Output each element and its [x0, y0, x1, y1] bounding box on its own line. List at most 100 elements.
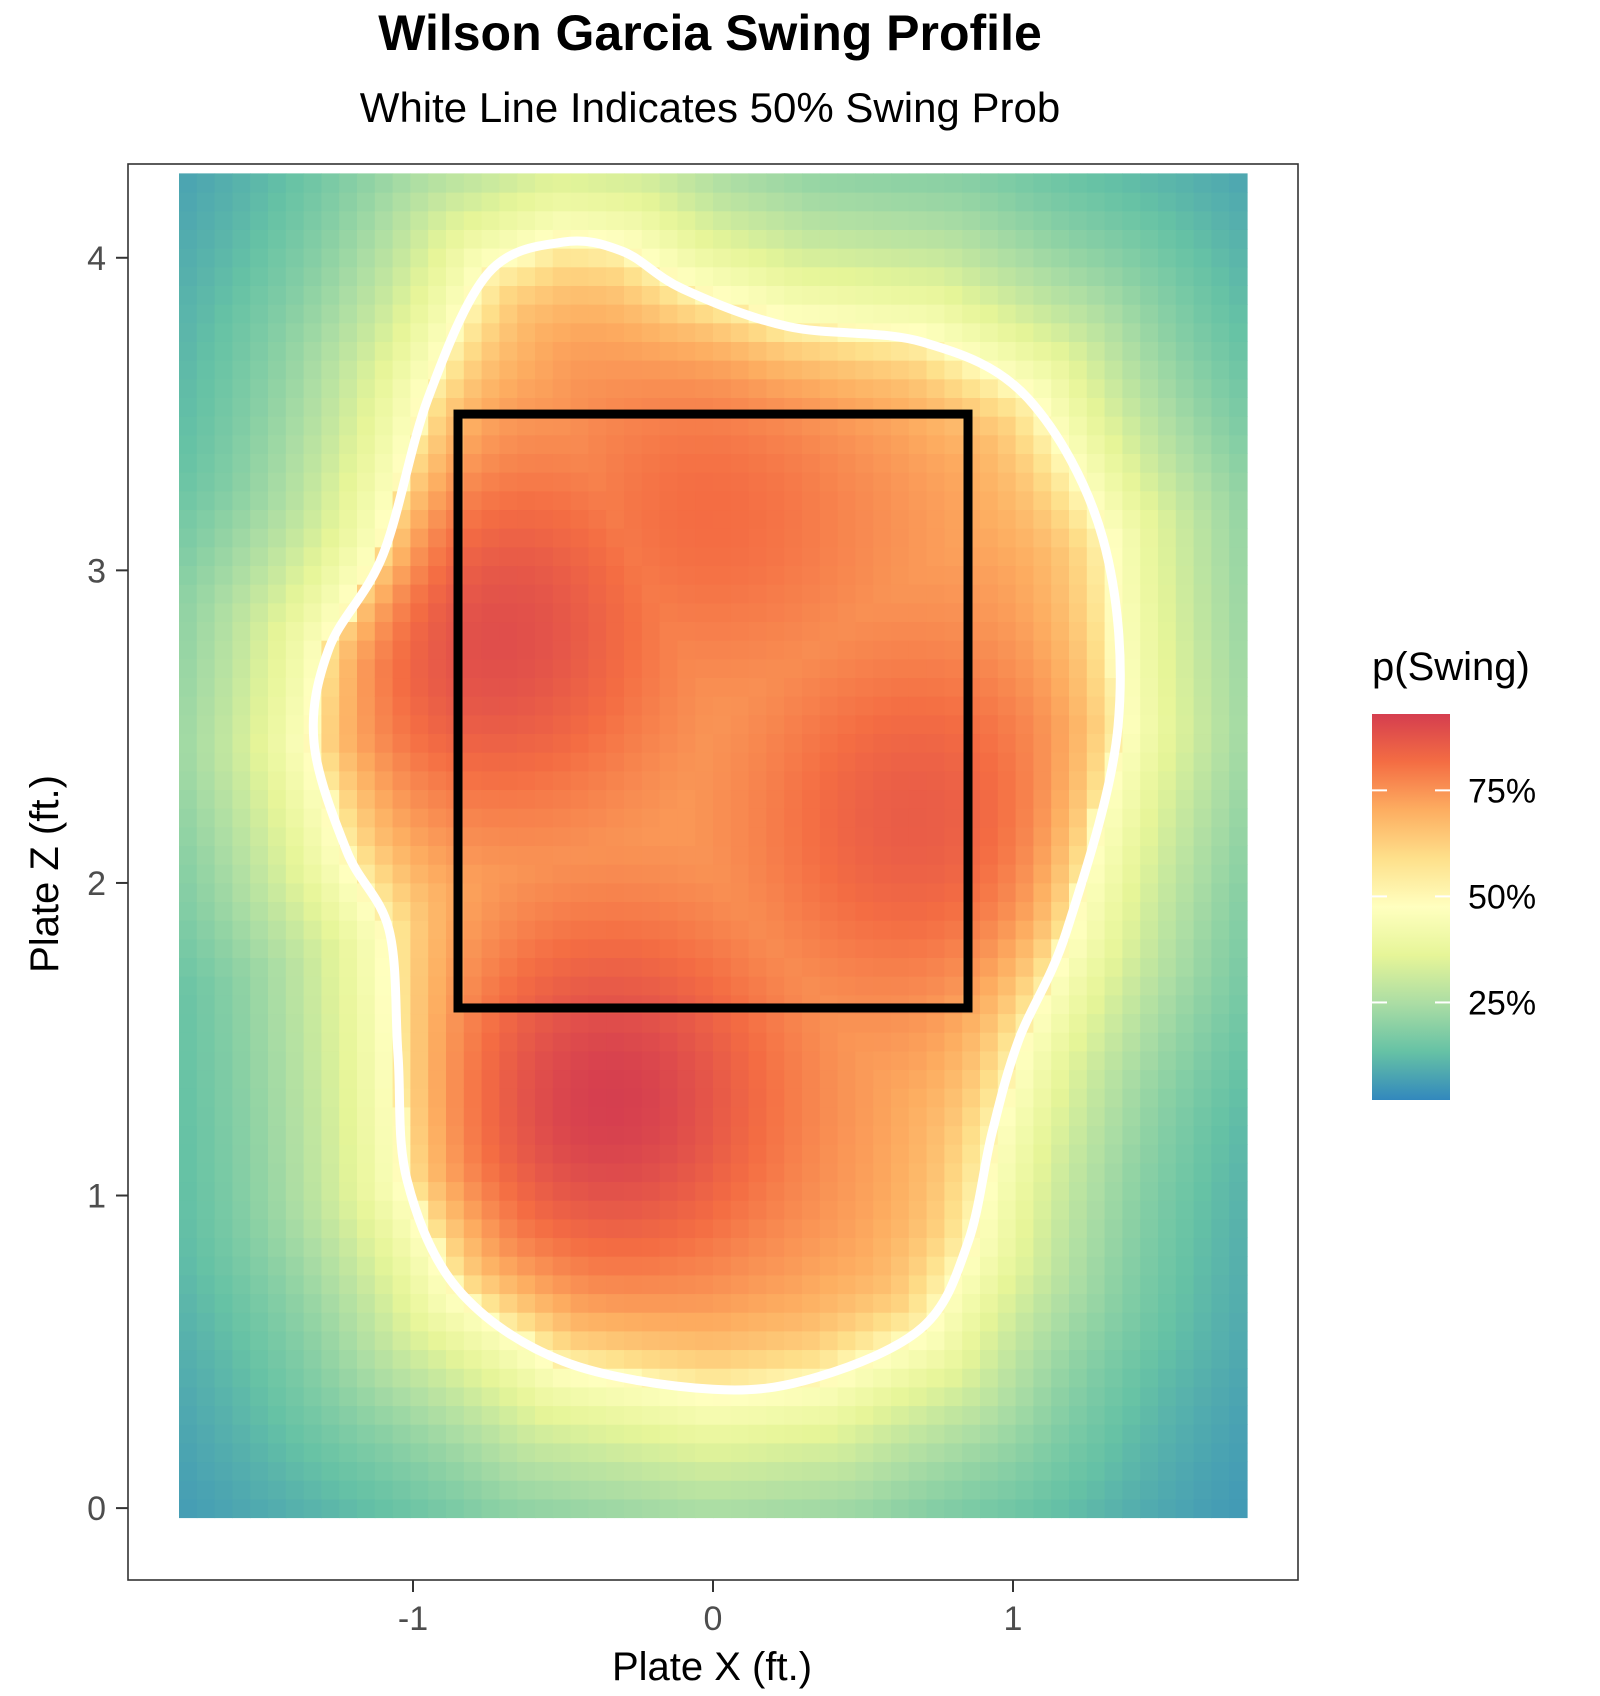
heatmap-cell	[944, 1013, 963, 1033]
heatmap-cell	[1051, 621, 1070, 641]
heatmap-cell	[624, 658, 643, 679]
heatmap-cell	[695, 378, 714, 398]
heatmap-cell	[1122, 658, 1141, 679]
heatmap-cell	[695, 565, 714, 585]
heatmap-cell	[695, 1368, 714, 1388]
heatmap-cell	[1015, 248, 1034, 268]
heatmap-cell	[1140, 1144, 1159, 1164]
heatmap-cell	[1211, 920, 1230, 940]
heatmap-cell	[606, 210, 625, 230]
heatmap-cell	[1015, 1498, 1034, 1519]
heatmap-cell	[481, 920, 500, 940]
heatmap-cell	[997, 920, 1017, 940]
heatmap-cell	[232, 1144, 251, 1164]
heatmap-cell	[802, 360, 821, 380]
heatmap-cell	[481, 1050, 500, 1071]
heatmap-cell	[1140, 901, 1159, 921]
heatmap-cell	[285, 658, 305, 679]
heatmap-cell	[250, 957, 269, 977]
heatmap-cell	[926, 360, 945, 380]
heatmap-cell	[303, 173, 322, 193]
heatmap-cell	[641, 621, 661, 641]
heatmap-cell	[766, 1498, 785, 1519]
heatmap-cell	[891, 1200, 910, 1220]
heatmap-cell	[1086, 752, 1106, 772]
heatmap-cell	[624, 565, 643, 585]
heatmap-cell	[1229, 1162, 1248, 1183]
heatmap-cell	[463, 1424, 483, 1444]
heatmap-cell	[499, 658, 518, 679]
heatmap-cell	[392, 341, 411, 361]
heatmap-cell	[517, 565, 536, 585]
heatmap-cell	[748, 957, 767, 977]
heatmap-cell	[535, 882, 554, 903]
heatmap-cell	[196, 1442, 216, 1463]
heatmap-cell	[481, 1144, 500, 1164]
heatmap-cell	[1175, 584, 1195, 604]
heatmap-cell	[837, 714, 856, 735]
contour-layer	[308, 236, 1125, 1395]
y-tick-label: 4	[87, 240, 106, 278]
heatmap-cell	[659, 416, 678, 436]
heatmap-cell	[250, 1461, 269, 1481]
heatmap-cell	[410, 322, 429, 342]
legend-label: 25%	[1468, 984, 1536, 1022]
heatmap-cell	[1104, 976, 1123, 996]
heatmap-cell	[374, 285, 394, 305]
heatmap-cell	[713, 1200, 732, 1220]
heatmap-cell	[410, 864, 429, 884]
heatmap-cell	[446, 210, 465, 230]
heatmap-cell	[980, 434, 999, 454]
heatmap-cell	[677, 341, 696, 361]
heatmap-cell	[588, 696, 607, 716]
heatmap-cell	[214, 1069, 233, 1089]
heatmap-cell	[1193, 472, 1212, 492]
heatmap-cell	[552, 1125, 572, 1145]
heatmap-cell	[1051, 1032, 1070, 1052]
heatmap-cell	[784, 1162, 803, 1183]
heatmap-cell	[535, 957, 554, 977]
heatmap-cell	[499, 1368, 518, 1388]
heatmap-cell	[997, 1162, 1017, 1183]
heatmap-cell	[1158, 1405, 1177, 1425]
heatmap-cell	[802, 434, 821, 454]
heatmap-cell	[588, 938, 607, 959]
heatmap-cell	[659, 528, 678, 548]
heatmap-cell	[944, 658, 963, 679]
heatmap-cell	[980, 248, 999, 268]
heatmap-cell	[891, 266, 910, 286]
heatmap-cell	[250, 733, 269, 753]
heatmap-cell	[535, 1480, 554, 1500]
heatmap-cell	[588, 1442, 607, 1463]
heatmap-cell	[1211, 528, 1230, 548]
heatmap-cell	[980, 322, 999, 342]
heatmap-cell	[268, 229, 287, 249]
heatmap-cell	[837, 285, 856, 305]
heatmap-cell	[214, 1274, 233, 1295]
heatmap-cell	[677, 472, 696, 492]
heatmap-cell	[1175, 1162, 1195, 1183]
heatmap-cell	[285, 976, 305, 996]
heatmap-cell	[446, 1237, 465, 1257]
heatmap-cell	[410, 957, 429, 977]
heatmap-cell	[1193, 490, 1212, 511]
heatmap-cell	[1069, 696, 1088, 716]
heatmap-cell	[677, 808, 696, 828]
heatmap-cell	[713, 864, 732, 884]
heatmap-cell	[926, 304, 945, 324]
heatmap-cell	[766, 1312, 785, 1332]
heatmap-cell	[873, 957, 892, 977]
heatmap-cell	[321, 976, 340, 996]
heatmap-cell	[1122, 1424, 1141, 1444]
heatmap-cell	[944, 1442, 963, 1463]
heatmap-cell	[819, 1256, 839, 1276]
heatmap-cell	[552, 584, 572, 604]
heatmap-cell	[1229, 882, 1248, 903]
heatmap-cell	[1175, 509, 1195, 529]
heatmap-cell	[1015, 360, 1034, 380]
heatmap-cell	[374, 789, 394, 809]
heatmap-cell	[695, 658, 714, 679]
heatmap-cell	[339, 1498, 358, 1519]
heatmap-cell	[641, 1032, 661, 1052]
heatmap-cell	[748, 1442, 767, 1463]
